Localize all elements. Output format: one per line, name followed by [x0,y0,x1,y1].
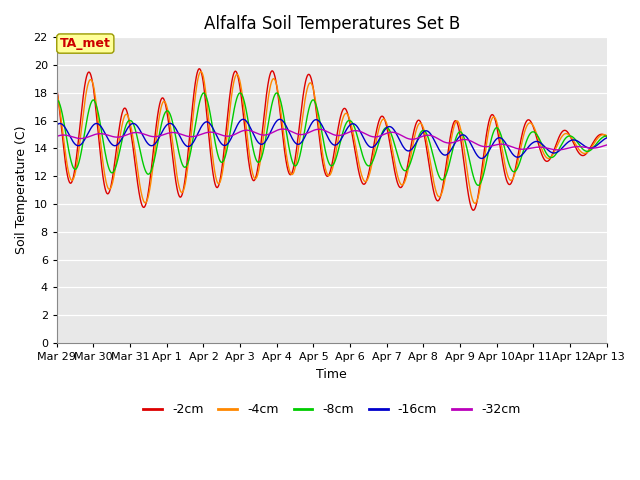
Title: Alfalfa Soil Temperatures Set B: Alfalfa Soil Temperatures Set B [204,15,460,33]
X-axis label: Time: Time [316,368,347,381]
Y-axis label: Soil Temperature (C): Soil Temperature (C) [15,126,28,254]
Legend: -2cm, -4cm, -8cm, -16cm, -32cm: -2cm, -4cm, -8cm, -16cm, -32cm [138,398,525,421]
Text: TA_met: TA_met [60,37,111,50]
